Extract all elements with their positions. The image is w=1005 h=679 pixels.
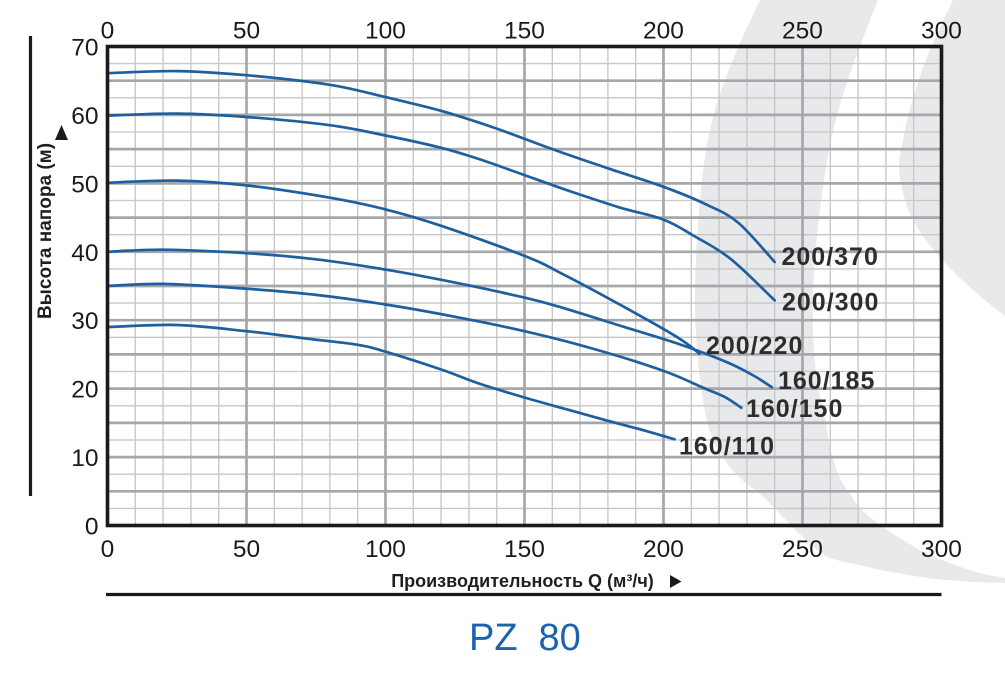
svg-text:80: 80 (539, 617, 581, 659)
svg-text:250: 250 (782, 18, 823, 45)
svg-text:PZ: PZ (469, 617, 518, 659)
svg-text:250: 250 (782, 536, 823, 563)
svg-text:300: 300 (921, 18, 962, 45)
svg-text:200: 200 (643, 18, 684, 45)
svg-text:50: 50 (233, 18, 260, 45)
svg-text:Производительность Q (м³/ч): Производительность Q (м³/ч) (391, 571, 654, 591)
svg-text:0: 0 (101, 18, 115, 45)
svg-text:60: 60 (71, 103, 98, 130)
svg-text:200/220: 200/220 (706, 332, 803, 360)
svg-text:10: 10 (71, 445, 98, 472)
svg-text:40: 40 (71, 240, 98, 267)
svg-text:20: 20 (71, 377, 98, 404)
svg-text:50: 50 (71, 171, 98, 198)
svg-text:100: 100 (365, 536, 406, 563)
svg-text:50: 50 (233, 536, 260, 563)
svg-text:Высота напора (м): Высота напора (м) (35, 143, 56, 319)
svg-text:0: 0 (85, 514, 99, 541)
svg-text:150: 150 (504, 536, 545, 563)
svg-text:160/110: 160/110 (679, 433, 775, 461)
svg-text:200/370: 200/370 (782, 243, 879, 271)
svg-text:200/300: 200/300 (782, 289, 879, 317)
svg-text:160/150: 160/150 (746, 395, 843, 423)
svg-text:300: 300 (921, 536, 962, 563)
svg-text:70: 70 (71, 35, 98, 62)
svg-text:100: 100 (365, 18, 406, 45)
svg-text:200: 200 (643, 536, 684, 563)
svg-text:150: 150 (504, 18, 545, 45)
svg-text:160/185: 160/185 (778, 367, 875, 395)
svg-text:0: 0 (101, 536, 115, 563)
svg-text:30: 30 (71, 308, 98, 335)
